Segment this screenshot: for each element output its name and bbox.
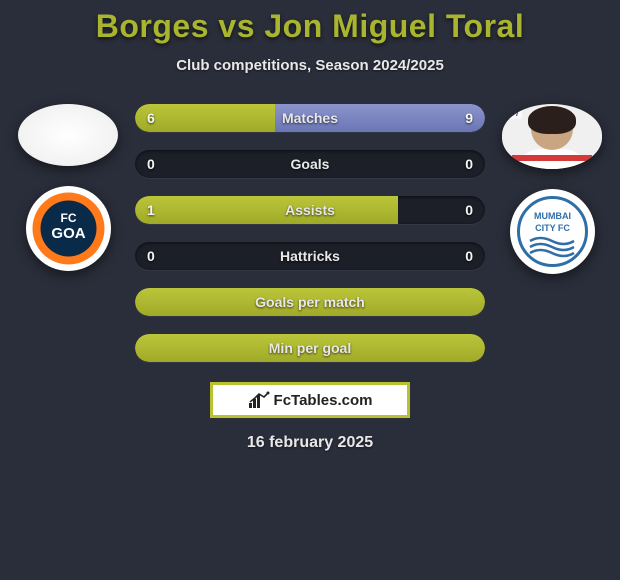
- comparison-chart: FC GOA 57 MUMBAI CITY FC Match: [0, 104, 620, 362]
- stat-row: Hattricks 0 0: [135, 242, 485, 270]
- subtitle: Club competitions, Season 2024/2025: [0, 57, 620, 74]
- club-badge-left: FC GOA: [26, 186, 111, 271]
- stat-value-right: 0: [465, 196, 473, 224]
- footer-attribution[interactable]: FcTables.com: [210, 382, 410, 418]
- svg-text:FC: FC: [60, 211, 76, 225]
- fctables-logo-icon: [248, 391, 270, 409]
- stat-label: Matches: [282, 104, 338, 132]
- fc-goa-logo-icon: FC GOA: [26, 186, 111, 271]
- stat-value-left: 0: [147, 242, 155, 270]
- player-left-avatar: [18, 104, 118, 166]
- stat-value-left: 1: [147, 196, 155, 224]
- stat-label: Goals per match: [255, 288, 365, 316]
- footer-site-text: FcTables.com: [274, 392, 373, 409]
- stat-label: Goals: [291, 150, 330, 178]
- svg-text:MUMBAI: MUMBAI: [534, 211, 571, 221]
- stat-row: Assists 1 0: [135, 196, 485, 224]
- player-right-avatar: 57: [502, 104, 602, 169]
- stat-row: Goals 0 0: [135, 150, 485, 178]
- stat-value-left: 0: [147, 150, 155, 178]
- right-player-column: 57 MUMBAI CITY FC: [492, 104, 612, 274]
- club-badge-right: MUMBAI CITY FC: [510, 189, 595, 274]
- stat-label: Min per goal: [269, 334, 351, 362]
- bar-fill-left: [135, 196, 398, 224]
- stat-bars: Matches69Goals00Assists10Hattricks00Goal…: [135, 104, 485, 362]
- stat-value-right: 0: [465, 150, 473, 178]
- svg-text:GOA: GOA: [51, 225, 85, 242]
- page-title: Borges vs Jon Miguel Toral: [0, 0, 620, 45]
- bar-fill-left: [135, 104, 275, 132]
- stat-label: Assists: [285, 196, 335, 224]
- stat-value-right: 0: [465, 242, 473, 270]
- left-player-column: FC GOA: [8, 104, 128, 271]
- svg-text:CITY FC: CITY FC: [535, 223, 570, 233]
- stat-value-left: 6: [147, 104, 155, 132]
- stat-row: Min per goal: [135, 334, 485, 362]
- stat-value-right: 9: [465, 104, 473, 132]
- player-right-number: 57: [507, 108, 522, 119]
- stat-row: Matches 6 9: [135, 104, 485, 132]
- stat-label: Hattricks: [280, 242, 340, 270]
- stat-row: Goals per match: [135, 288, 485, 316]
- mumbai-city-logo-icon: MUMBAI CITY FC: [510, 189, 595, 274]
- footer-date: 16 february 2025: [0, 434, 620, 452]
